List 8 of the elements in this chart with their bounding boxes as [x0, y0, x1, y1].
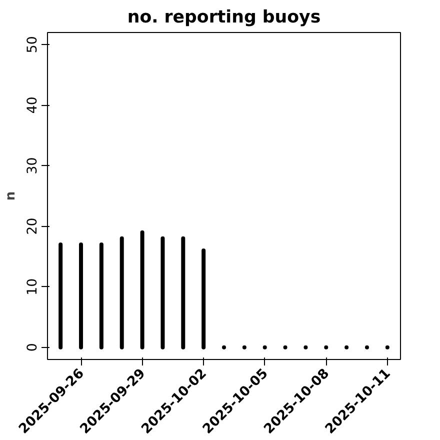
y-tick-label: 30	[26, 157, 40, 174]
y-tick-label: 40	[26, 96, 40, 114]
y-axis-title: n	[4, 191, 18, 201]
chart-title: no. reporting buoys	[127, 8, 321, 28]
y-tick-label: 20	[26, 218, 40, 235]
y-tick-label: 0	[26, 343, 40, 352]
y-tick-label: 10	[26, 278, 40, 296]
y-tick-label: 50	[26, 36, 40, 54]
